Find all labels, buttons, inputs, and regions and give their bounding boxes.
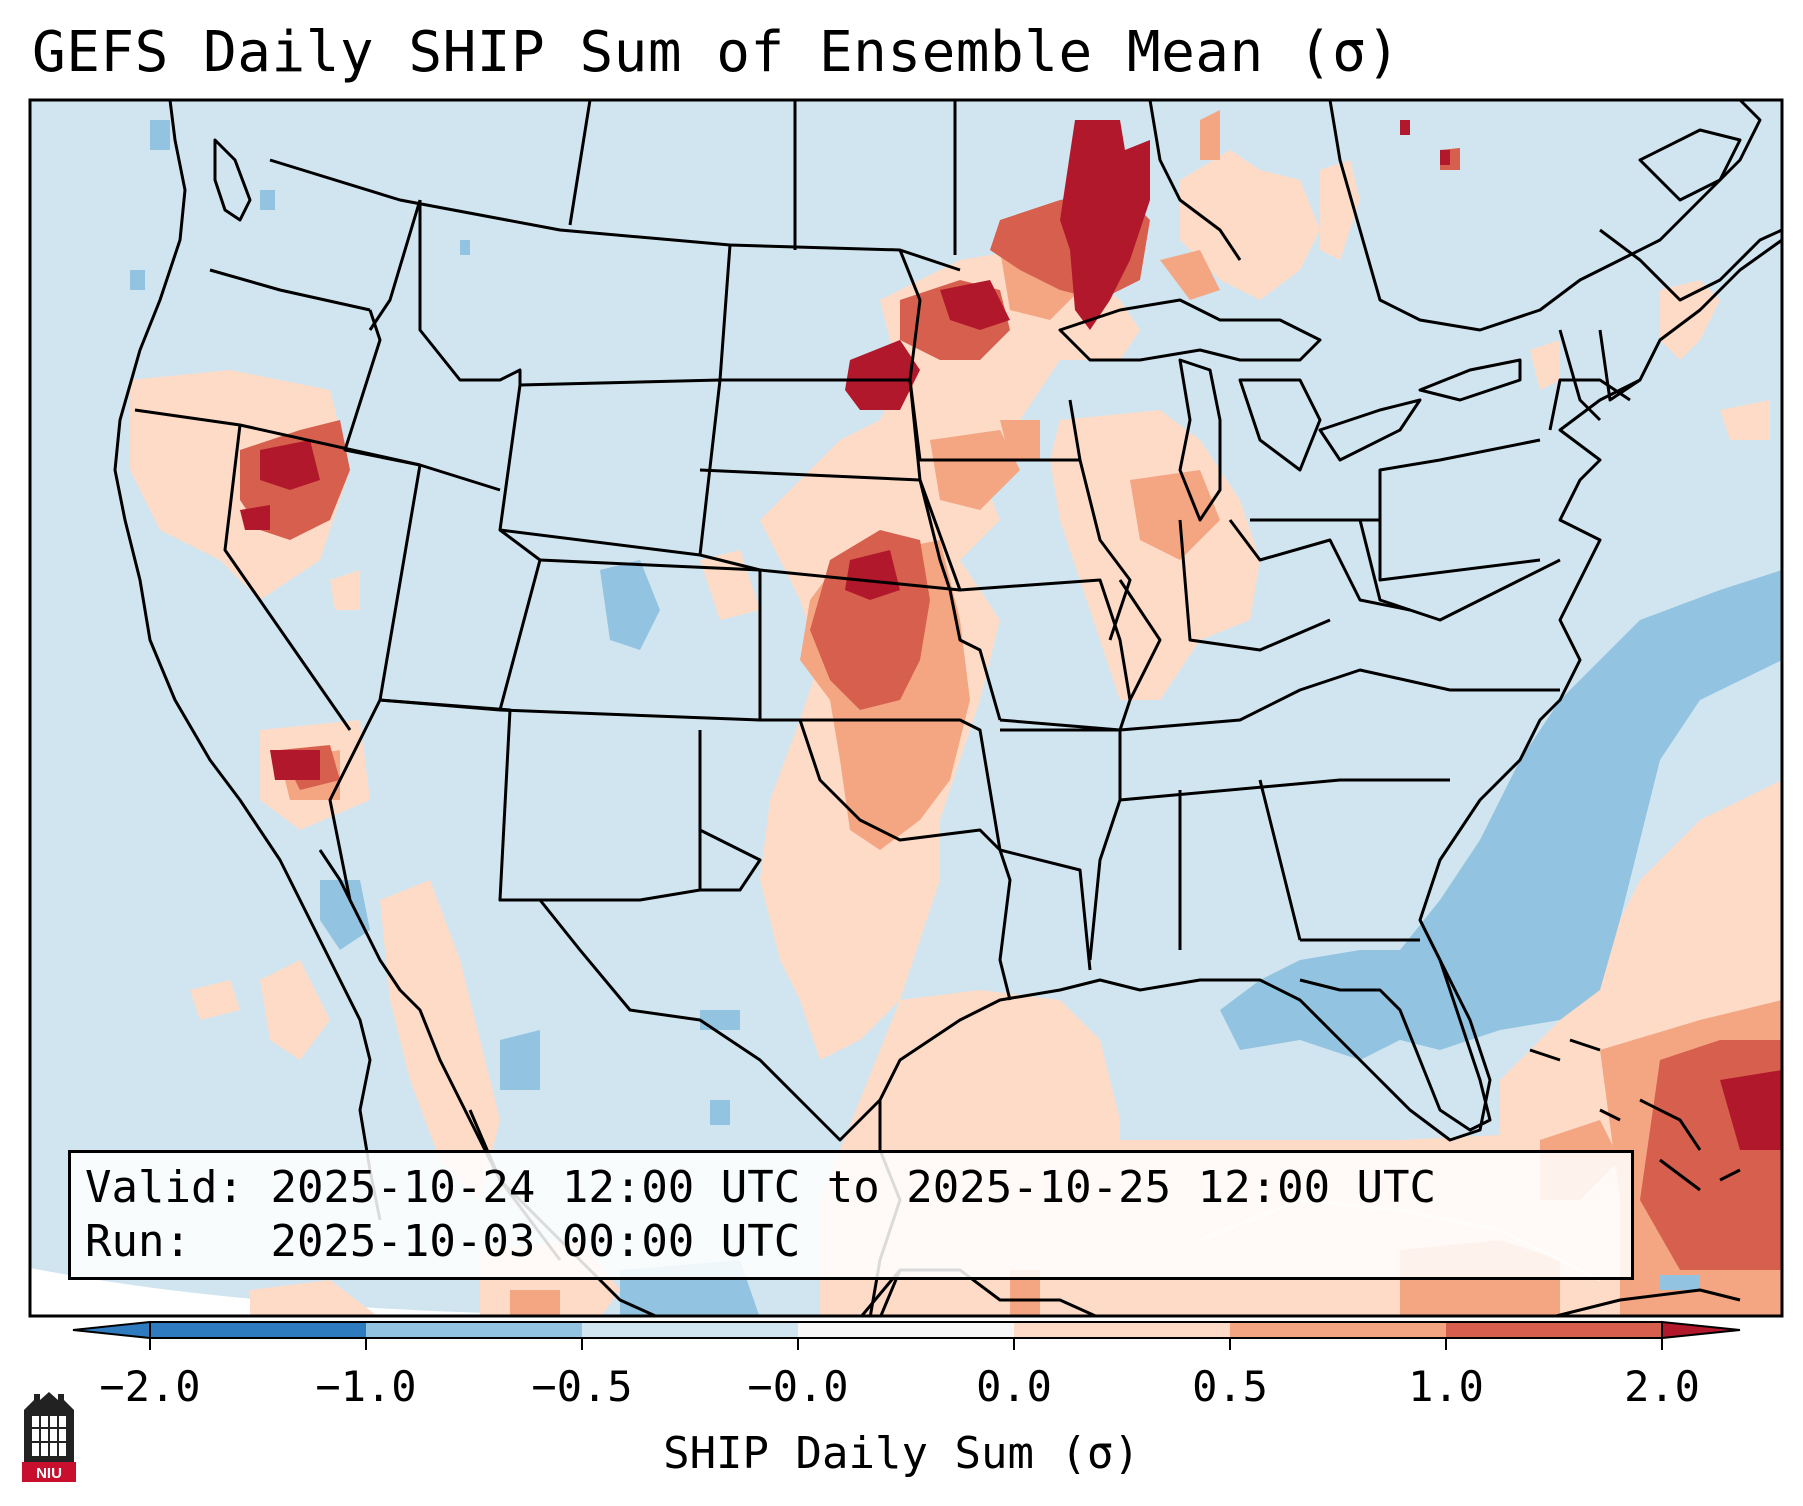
- valid-value: 2025-10-24 12:00 UTC to 2025-10-25 12:00…: [270, 1162, 1437, 1213]
- colorbar-extend-high: [1661, 1320, 1741, 1340]
- valid-run-info-box: Valid: 2025-10-24 12:00 UTC to 2025-10-2…: [68, 1150, 1634, 1280]
- run-value: 2025-10-03 00:00 UTC: [270, 1216, 801, 1267]
- run-label: Run:: [85, 1216, 191, 1267]
- run-line: Run: 2025-10-03 00:00 UTC: [85, 1215, 1617, 1269]
- colorbar-segment: [1014, 1322, 1230, 1338]
- valid-line: Valid: 2025-10-24 12:00 UTC to 2025-10-2…: [85, 1161, 1617, 1215]
- colorbar-tick-label: 2.0: [1624, 1362, 1700, 1411]
- colorbar-segment: [582, 1322, 798, 1338]
- colorbar-tick-label: −0.5: [531, 1362, 633, 1411]
- colorbar-segment: [798, 1322, 1014, 1338]
- colorbar: [72, 1320, 1741, 1350]
- colorbar-extend-low: [72, 1320, 151, 1340]
- colorbar-segment: [1230, 1322, 1446, 1338]
- anomaly-field: [30, 100, 1782, 1316]
- colorbar-tick-label: −1.0: [315, 1362, 417, 1411]
- colorbar-segment: [150, 1322, 366, 1338]
- colorbar-tick-label: 0.0: [976, 1362, 1052, 1411]
- colorbar-segment: [1446, 1322, 1662, 1338]
- colorbar-tick-label: 0.5: [1192, 1362, 1268, 1411]
- map-title: GEFS Daily SHIP Sum of Ensemble Mean (σ): [32, 20, 1401, 85]
- niu-logo-icon: NIU: [22, 1392, 76, 1482]
- colorbar-tick-label: −2.0: [99, 1362, 201, 1411]
- logo-text: NIU: [36, 1465, 62, 1482]
- colorbar-label: SHIP Daily Sum (σ): [663, 1428, 1140, 1479]
- colorbar-tick-label: −0.0: [747, 1362, 849, 1411]
- colorbar-segment: [366, 1322, 582, 1338]
- valid-label: Valid:: [85, 1162, 244, 1213]
- colorbar-tick-label: 1.0: [1408, 1362, 1484, 1411]
